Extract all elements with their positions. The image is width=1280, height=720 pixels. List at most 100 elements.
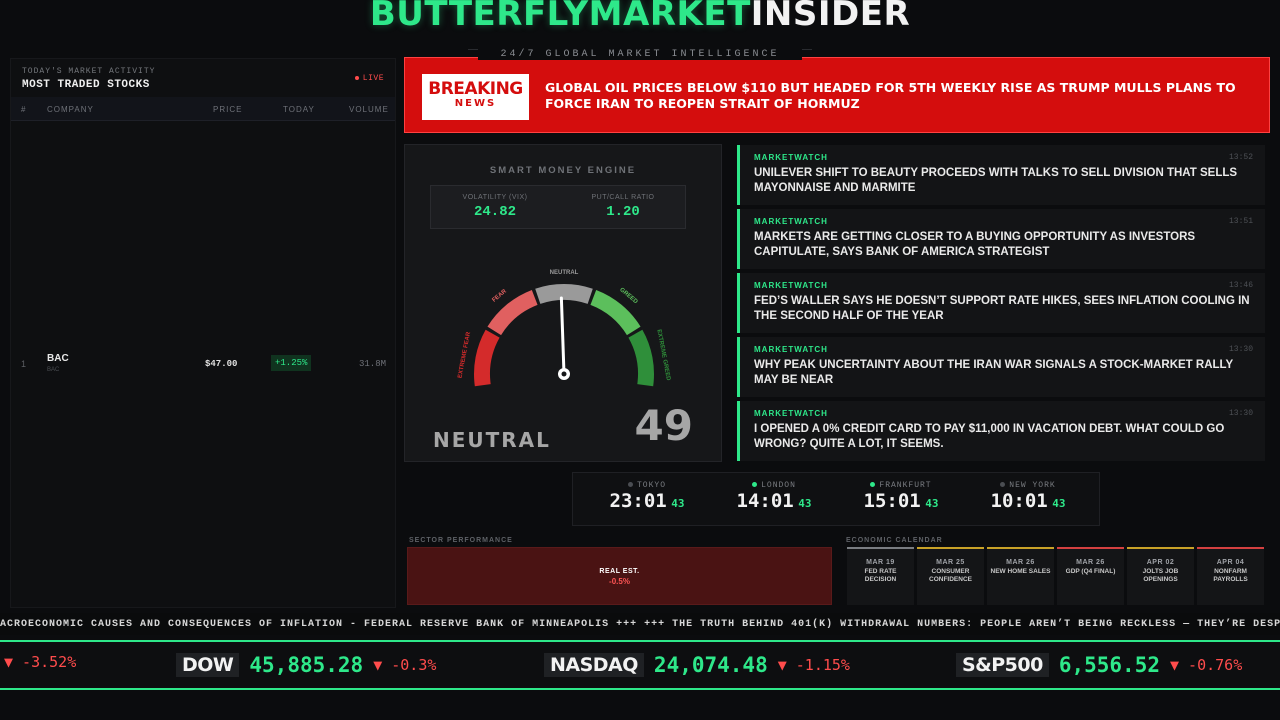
panel-kicker: TODAY'S MARKET ACTIVITY [22, 67, 156, 76]
row-subtitle: BAC [47, 367, 60, 373]
put-call-label: PUT/CALL RATIO [591, 194, 655, 201]
clock-seconds: 43 [925, 497, 939, 510]
event-date: MAR 26 [1006, 559, 1035, 566]
put-call-stat: PUT/CALL RATIO 1.20 [559, 194, 687, 220]
event-date: MAR 19 [866, 559, 895, 566]
sentiment-gauge: EXTREME FEAR FEAR NEUTRAL GREED EXTREME GREE… [457, 270, 671, 387]
col-volume: VOLUME [349, 105, 389, 114]
vix-value: 24.82 [473, 204, 516, 220]
col-company: COMPANY [47, 105, 94, 114]
event-name: NEW HOME SALES [990, 568, 1051, 575]
news-source: MARKETWATCH [754, 217, 828, 226]
calendar-event[interactable]: APR 02 JOLTS JOB OPENINGS [1127, 547, 1194, 605]
news-source: MARKETWATCH [754, 409, 828, 418]
quote-symbol: DOW [176, 653, 240, 677]
col-today: TODAY [283, 105, 315, 114]
clock-seconds: 43 [1052, 497, 1066, 510]
row-ticker: BAC [47, 353, 69, 364]
quote-symbol: S&P500 [956, 653, 1049, 677]
event-date: APR 04 [1216, 559, 1245, 566]
breaking-headline: GLOBAL OIL PRICES BELOW $110 BUT HEADED … [545, 80, 1236, 111]
row-change-badge: +1.25% [271, 355, 312, 371]
clock-city: LONDON [761, 481, 796, 490]
news-time: 13:46 [1228, 281, 1253, 290]
quote-item[interactable]: S&P500 6,556.52 ▼ -0.76% [956, 653, 1242, 677]
news-time: 13:30 [1228, 409, 1253, 418]
news-time: 13:51 [1228, 217, 1253, 226]
clock-new-york: NEW YORK 10:01 43 [963, 481, 1093, 512]
live-badge: LIVE [354, 74, 384, 83]
news-headline: FED’S WALLER SAYS HE DOESN’T SUPPORT RAT… [754, 295, 1250, 322]
quote-item[interactable]: ▼ -3.52% [4, 653, 76, 671]
news-item[interactable]: MARKETWATCH 13:52 UNILEVER SHIFT TO BEAU… [737, 145, 1265, 205]
calendar-event[interactable]: APR 04 NONFARM PAYROLLS [1197, 547, 1264, 605]
panel-title: MOST TRADED STOCKS [22, 79, 150, 91]
clock-frankfurt: FRANKFURT 15:01 43 [836, 481, 966, 512]
news-label: NEWS [454, 98, 497, 109]
news-source: MARKETWATCH [754, 345, 828, 354]
quote-value: 6,556.52 [1058, 653, 1160, 677]
quote-item[interactable]: DOW 45,885.28 ▼ -0.3% [176, 653, 436, 677]
gauge-zone-extreme-greed [628, 329, 654, 387]
live-label: LIVE [362, 74, 384, 83]
gauge-label-extreme-greed: EXTREME GREED [655, 329, 671, 382]
event-date: MAR 25 [936, 559, 965, 566]
news-item[interactable]: MARKETWATCH 13:30 I OPENED A 0% CREDIT C… [737, 401, 1265, 461]
news-item[interactable]: MARKETWATCH 13:30 WHY PEAK UNCERTAINTY A… [737, 337, 1265, 397]
news-source: MARKETWATCH [754, 153, 828, 162]
sentiment-score: 49 [634, 401, 693, 450]
brand-part2: INSIDER [750, 0, 911, 34]
news-headline: I OPENED A 0% CREDIT CARD TO PAY $11,000… [754, 423, 1225, 450]
engine-stats: VOLATILITY (VIX) 24.82 PUT/CALL RATIO 1.… [430, 185, 686, 229]
gauge-zone-neutral [535, 284, 593, 304]
clock-seconds: 43 [798, 497, 812, 510]
gauge-zone-fear [487, 289, 538, 336]
brand-part1: BUTTERFLYMARKET [369, 0, 751, 34]
sector-cell[interactable]: REAL EST. -0.5% [407, 547, 832, 605]
economic-calendar-label: ECONOMIC CALENDAR [846, 537, 943, 544]
breaking-news-logo: BREAKING NEWS [422, 74, 529, 120]
news-item[interactable]: MARKETWATCH 13:51 MARKETS ARE GETTING CL… [737, 209, 1265, 269]
col-price: PRICE [213, 105, 243, 114]
news-ticker: ACROECONOMIC CAUSES AND CONSEQUENCES OF … [0, 613, 1280, 635]
gauge-label-fear: FEAR [491, 288, 508, 303]
calendar-event[interactable]: MAR 26 GDP (Q4 FINAL) [1057, 547, 1124, 605]
sector-performance-label: SECTOR PERFORMANCE [409, 537, 513, 544]
world-clocks: TOKYO 23:01 43 LONDON 14:01 43 FRANKFURT… [572, 472, 1100, 526]
put-call-value: 1.20 [606, 204, 640, 220]
sentiment-label: NEUTRAL [433, 428, 551, 452]
event-name: GDP (Q4 FINAL) [1065, 568, 1116, 575]
news-time: 13:30 [1228, 345, 1253, 354]
tagline: 24/7 GLOBAL MARKET INTELLIGENCE [0, 43, 1280, 61]
news-item[interactable]: MARKETWATCH 13:46 FED’S WALLER SAYS HE D… [737, 273, 1265, 333]
event-date: MAR 26 [1076, 559, 1105, 566]
engine-title: SMART MONEY ENGINE [489, 165, 637, 176]
smart-money-engine: SMART MONEY ENGINE VOLATILITY (VIX) 24.8… [404, 144, 722, 462]
clock-city: FRANKFURT [879, 481, 932, 490]
news-headline: MARKETS ARE GETTING CLOSER TO A BUYING O… [754, 231, 1196, 258]
calendar-event[interactable]: MAR 25 CONSUMER CONFIDENCE [917, 547, 984, 605]
table-row[interactable]: 1 BAC BAC $47.00 +1.25% 31.8M [11, 344, 395, 384]
clock-city: NEW YORK [1009, 481, 1056, 490]
quote-item[interactable]: NASDAQ 24,074.48 ▼ -1.15% [544, 653, 850, 677]
most-traded-panel: TODAY'S MARKET ACTIVITY MOST TRADED STOC… [10, 58, 396, 608]
calendar-event[interactable]: MAR 26 NEW HOME SALES [987, 547, 1054, 605]
market-status-dot-icon [752, 482, 758, 488]
market-status-dot-icon [1000, 482, 1006, 488]
quote-change: ▼ -1.15% [777, 656, 850, 674]
breaking-news-banner[interactable]: BREAKING NEWS GLOBAL OIL PRICES BELOW $1… [404, 57, 1270, 133]
quote-change: ▼ -0.76% [1170, 656, 1243, 674]
sector-name: REAL EST. [599, 568, 640, 575]
table-header: # COMPANY PRICE TODAY VOLUME [11, 97, 395, 121]
panel-header: TODAY'S MARKET ACTIVITY MOST TRADED STOC… [11, 59, 395, 97]
col-rank: # [21, 105, 27, 114]
news-headline: UNILEVER SHIFT TO BEAUTY PROCEEDS WITH T… [754, 167, 1238, 194]
row-volume: 31.8M [359, 359, 387, 369]
gauge-label-neutral: NEUTRAL [550, 270, 579, 276]
event-name: NONFARM PAYROLLS [1213, 568, 1248, 583]
breaking-label: BREAKING [428, 79, 523, 99]
vix-stat: VOLATILITY (VIX) 24.82 [431, 194, 559, 220]
calendar-event[interactable]: MAR 19 FED RATE DECISION [847, 547, 914, 605]
news-source: MARKETWATCH [754, 281, 828, 290]
gauge-hub-center [561, 371, 567, 377]
